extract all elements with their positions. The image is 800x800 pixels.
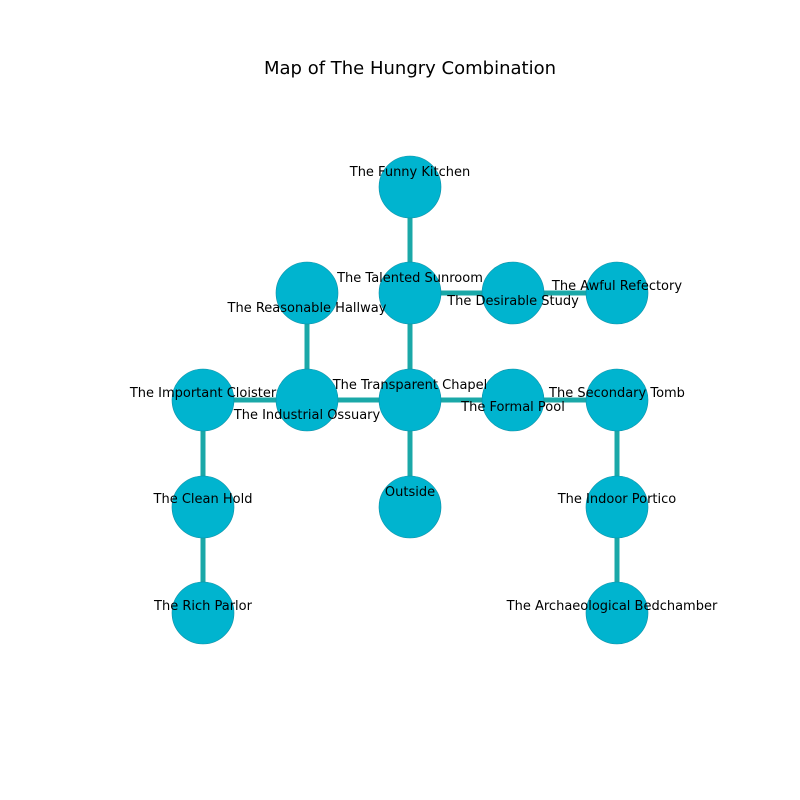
room-label-reasonable-hallway: The Reasonable Hallway — [227, 301, 387, 316]
diagram-title: Map of The Hungry Combination — [264, 58, 556, 79]
room-node-important-cloister[interactable] — [171, 368, 235, 432]
room-label-clean-hold: The Clean Hold — [153, 492, 253, 507]
room-node-formal-pool[interactable] — [481, 368, 545, 432]
room-label-transparent-chapel: The Transparent Chapel — [332, 378, 488, 393]
room-label-important-cloister: The Important Cloister — [129, 386, 277, 401]
room-node-reasonable-hallway[interactable] — [275, 261, 339, 325]
room-node-rich-parlor[interactable] — [171, 581, 235, 645]
rooms-layer — [171, 155, 649, 645]
room-label-archaeological-bedchamber: The Archaeological Bedchamber — [506, 599, 718, 614]
room-label-awful-refectory: The Awful Refectory — [551, 279, 682, 294]
room-node-transparent-chapel[interactable] — [378, 368, 442, 432]
room-node-industrial-ossuary[interactable] — [275, 368, 339, 432]
room-node-indoor-portico[interactable] — [585, 475, 649, 539]
room-label-outside: Outside — [385, 485, 435, 500]
room-node-clean-hold[interactable] — [171, 475, 235, 539]
room-node-awful-refectory[interactable] — [585, 261, 649, 325]
room-node-desirable-study[interactable] — [481, 261, 545, 325]
room-node-talented-sunroom[interactable] — [378, 261, 442, 325]
room-label-secondary-tomb: The Secondary Tomb — [548, 386, 685, 401]
room-label-indoor-portico: The Indoor Portico — [557, 492, 677, 507]
room-node-archaeological-bedchamber[interactable] — [585, 581, 649, 645]
room-label-funny-kitchen: The Funny Kitchen — [349, 165, 470, 180]
room-label-industrial-ossuary: The Industrial Ossuary — [233, 408, 381, 423]
room-node-outside[interactable] — [378, 475, 442, 539]
room-label-formal-pool: The Formal Pool — [460, 400, 565, 415]
room-label-talented-sunroom: The Talented Sunroom — [336, 271, 483, 286]
labels-layer: The Funny Kitchen The Talented Sunroom The… — [129, 165, 718, 614]
room-node-secondary-tomb[interactable] — [585, 368, 649, 432]
room-node-funny-kitchen[interactable] — [378, 155, 442, 219]
room-label-desirable-study: The Desirable Study — [446, 294, 579, 309]
room-label-rich-parlor: The Rich Parlor — [153, 599, 253, 614]
